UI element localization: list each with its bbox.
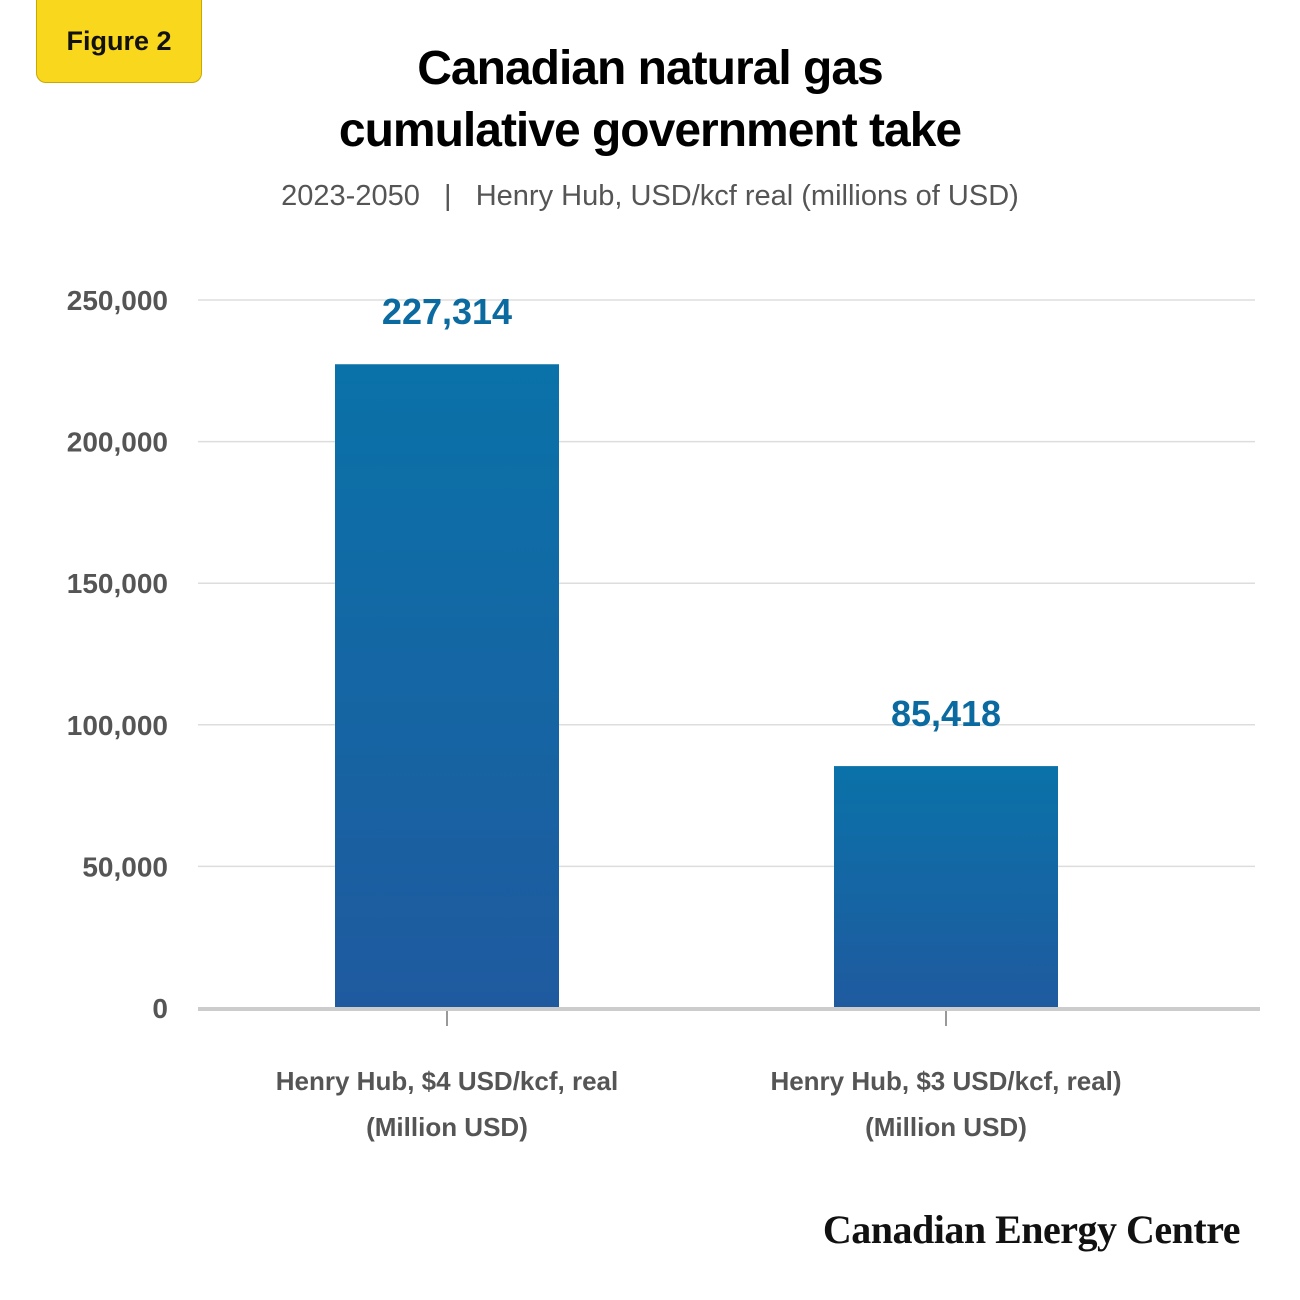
data-labels: 227,314 85,418	[382, 291, 1001, 734]
y-tick-label: 250,000	[67, 285, 168, 316]
x-axis	[198, 1007, 1260, 1026]
y-tick-label: 200,000	[67, 427, 168, 458]
x-category-label: (Million USD)	[865, 1112, 1027, 1142]
brand-logo: Canadian Energy Centre	[822, 1207, 1241, 1252]
data-label: 85,418	[891, 693, 1001, 734]
y-tick-label: 100,000	[67, 710, 168, 741]
y-tick-label: 0	[152, 993, 168, 1024]
y-tick-label: 50,000	[82, 851, 168, 882]
x-category-label: Henry Hub, $4 USD/kcf, real	[276, 1066, 618, 1096]
bars	[335, 364, 1058, 1008]
data-label: 227,314	[382, 291, 512, 332]
chart-title-line-2: cumulative government take	[338, 104, 962, 157]
bar	[335, 364, 559, 1008]
chart-subtitle: 2023-2050 | Henry Hub, USD/kcf real (mil…	[281, 180, 1019, 212]
y-axis-ticks: 0 50,000 100,000 150,000 200,000 250,000	[67, 285, 168, 1024]
chart-title: Canadian natural gas cumulative governme…	[0, 38, 1300, 162]
x-axis-categories: Henry Hub, $4 USD/kcf, real (Million USD)…	[276, 1066, 1122, 1142]
x-category-label: (Million USD)	[366, 1112, 528, 1142]
x-category-label: Henry Hub, $3 USD/kcf, real)	[770, 1066, 1121, 1096]
y-tick-label: 150,000	[67, 568, 168, 599]
figure-badge: Figure 2	[36, 0, 202, 83]
bar	[834, 766, 1058, 1008]
chart-title-line-1: Canadian natural gas	[417, 42, 883, 95]
